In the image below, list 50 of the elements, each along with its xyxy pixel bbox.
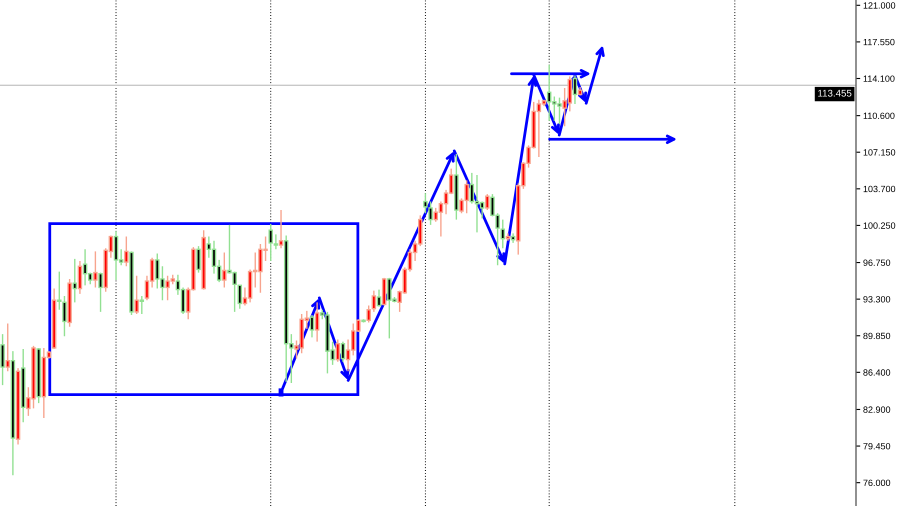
candlestick xyxy=(278,209,284,249)
candlestick xyxy=(510,232,516,244)
candlestick xyxy=(140,295,144,315)
y-tick-label: 86.400 xyxy=(863,369,890,376)
candlestick xyxy=(336,338,340,362)
y-tick-label: 103.700 xyxy=(864,186,896,192)
candlestick xyxy=(16,367,20,446)
candlestick xyxy=(376,288,382,308)
y-tick-label: 79.450 xyxy=(863,443,890,450)
y-tick-label: 114.100 xyxy=(864,75,895,82)
candlestick xyxy=(72,258,78,304)
candlestick xyxy=(268,223,273,262)
y-tick-label: 89.850 xyxy=(863,332,890,340)
candlestick xyxy=(201,230,206,290)
candlestick xyxy=(129,250,134,316)
candlestick xyxy=(222,252,227,288)
candlestick xyxy=(67,278,72,328)
candlestick xyxy=(124,236,129,267)
candlestick xyxy=(98,272,103,313)
candlestick xyxy=(10,350,16,476)
ref-line-label: 113.455 xyxy=(818,90,852,97)
candlestick xyxy=(572,74,578,105)
candlestick xyxy=(196,245,201,274)
y-tick-label: 76.000 xyxy=(863,480,890,486)
y-tick-label: 96.750 xyxy=(863,260,890,266)
y-tick-label: 107.150 xyxy=(864,149,896,156)
y-tick-label: 117.550 xyxy=(864,38,895,46)
candlestick xyxy=(454,153,459,220)
candlestick xyxy=(20,348,26,423)
candlestick xyxy=(0,333,5,386)
y-tick-label: 121.000 xyxy=(864,2,896,9)
candlestick xyxy=(382,277,386,306)
y-tick-label: 82.900 xyxy=(863,406,890,413)
candlestick xyxy=(506,232,510,242)
candlestick xyxy=(52,288,56,350)
candlestick xyxy=(340,340,346,362)
candlestick xyxy=(5,322,10,372)
candlestick xyxy=(274,234,278,250)
candlestick xyxy=(93,250,98,288)
candlestick xyxy=(36,347,41,404)
candlestick xyxy=(361,318,366,324)
candlestick xyxy=(78,260,82,295)
candlestick xyxy=(310,314,314,338)
candlestick xyxy=(485,193,490,211)
candlestick xyxy=(134,275,139,315)
y-tick-label: 110.600 xyxy=(864,112,895,119)
candlestick xyxy=(314,302,320,342)
y-tick-label: 93.300 xyxy=(863,296,890,303)
y-tick-label: 100.250 xyxy=(864,222,896,229)
candlestick xyxy=(578,86,582,96)
